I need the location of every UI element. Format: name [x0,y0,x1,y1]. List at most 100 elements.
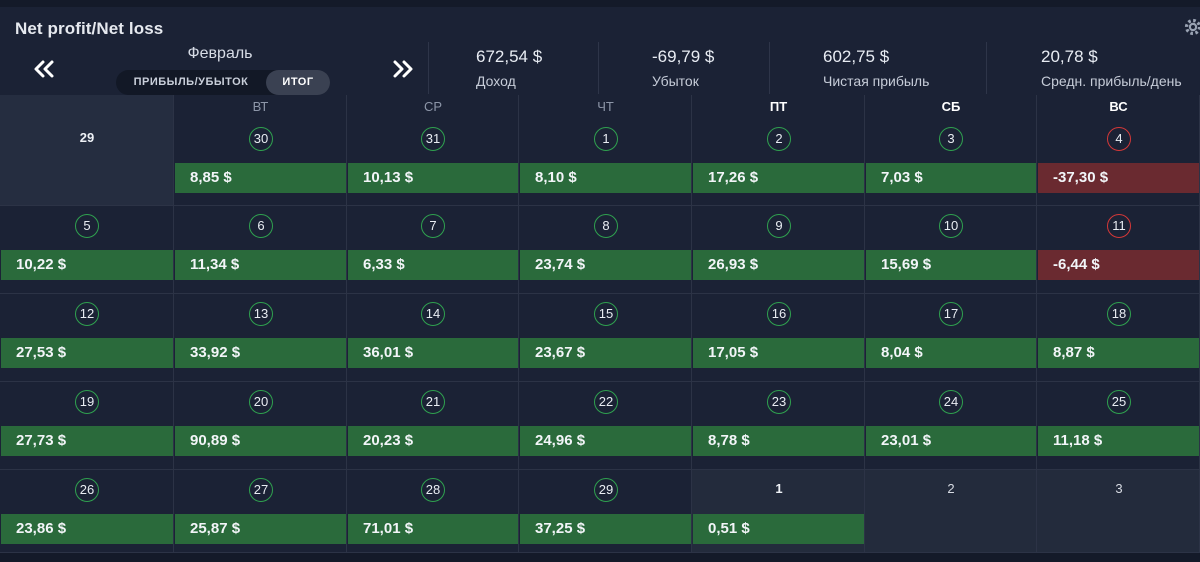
day-number: 9 [767,214,791,238]
day-cell[interactable]: 5 10,22 $ [0,206,174,294]
day-number: 1 [594,127,618,151]
day-cell[interactable]: 4 -37,30 $ [1037,95,1200,206]
day-cell[interactable]: 28 71,01 $ [347,470,519,553]
day-number: 29 [594,478,618,502]
day-amount: 11,18 $ [1038,426,1199,456]
gear-icon[interactable] [1183,17,1200,37]
day-number: 4 [1107,127,1131,151]
day-amount: 26,93 $ [693,250,864,280]
day-cell[interactable]: 10 15,69 $ [865,206,1037,294]
day-cell[interactable]: 7 6,33 $ [347,206,519,294]
day-amount: 10,22 $ [1,250,173,280]
day-cell[interactable]: 11 -6,44 $ [1037,206,1200,294]
stat-label: Доход [476,73,516,89]
day-cell[interactable]: 3 7,03 $ [865,95,1037,206]
prev-month-button[interactable] [27,52,61,86]
day-amount: 23,01 $ [866,426,1036,456]
divider [598,42,599,94]
day-amount: 7,03 $ [866,163,1036,193]
day-amount: 8,10 $ [520,163,691,193]
day-number: 15 [594,302,618,326]
day-amount: 8,78 $ [693,426,864,456]
day-cell[interactable]: 3 [1037,470,1200,553]
day-cell[interactable]: 23 8,78 $ [692,382,865,470]
weekday-header: СР [423,99,443,114]
day-number: 25 [1107,390,1131,414]
day-amount: 17,05 $ [693,338,864,368]
day-number: 24 [939,390,963,414]
day-cell[interactable]: 17 8,04 $ [865,294,1037,382]
day-cell[interactable]: 22 24,96 $ [519,382,692,470]
day-cell[interactable]: 12 27,53 $ [0,294,174,382]
stat-value: 602,75 $ [823,47,890,66]
day-cell[interactable]: 27 25,87 $ [174,470,347,553]
toggle-profit-loss[interactable]: ПРИБЫЛЬ/УБЫТОК [133,76,249,88]
weekday-header: ВС [1109,99,1128,114]
day-cell[interactable]: 14 36,01 $ [347,294,519,382]
day-number: 11 [1107,214,1131,238]
day-cell[interactable]: 15 23,67 $ [519,294,692,382]
double-chevron-left-icon [34,60,54,78]
day-cell[interactable]: 24 23,01 $ [865,382,1037,470]
day-number: 16 [767,302,791,326]
day-number: 27 [249,478,273,502]
stat-value: 20,78 $ [1041,47,1098,66]
day-number: 28 [421,478,445,502]
day-cell[interactable]: 30 8,85 $ [174,95,347,206]
day-amount: 71,01 $ [348,514,518,544]
day-cell[interactable]: 1 0,51 $ [692,470,865,553]
bottom-border [0,553,1200,562]
divider [769,42,770,94]
day-cell[interactable]: 8 23,74 $ [519,206,692,294]
weekday-header: СБ [941,99,961,114]
day-cell[interactable]: 6 11,34 $ [174,206,347,294]
day-amount: 20,23 $ [348,426,518,456]
day-cell[interactable]: 21 20,23 $ [347,382,519,470]
day-number: 29 [79,130,95,145]
day-cell[interactable]: 9 26,93 $ [692,206,865,294]
toggle-total[interactable]: ИТОГ [266,70,330,95]
day-number: 22 [594,390,618,414]
day-amount: 11,34 $ [175,250,346,280]
day-cell[interactable]: 29 37,25 $ [519,470,692,553]
day-cell[interactable]: 2 17,26 $ [692,95,865,206]
month-label: Февраль [187,45,253,62]
day-amount: 15,69 $ [866,250,1036,280]
day-number: 7 [421,214,445,238]
day-amount: -37,30 $ [1038,163,1199,193]
day-cell[interactable]: 31 10,13 $ [347,95,519,206]
day-amount: 37,25 $ [520,514,691,544]
day-number: 17 [939,302,963,326]
stat-value: -69,79 $ [652,47,715,66]
day-cell[interactable]: 1 8,10 $ [519,95,692,206]
day-cell[interactable]: 2 [865,470,1037,553]
day-number: 6 [249,214,273,238]
day-cell[interactable]: 19 27,73 $ [0,382,174,470]
day-number: 2 [947,481,955,496]
view-toggle: ПРИБЫЛЬ/УБЫТОК ИТОГ [116,70,330,95]
day-amount: 23,74 $ [520,250,691,280]
day-number: 30 [249,127,273,151]
day-cell[interactable]: 29 [0,95,174,206]
day-cell[interactable]: 18 8,87 $ [1037,294,1200,382]
stat-label: Чистая прибыль [823,73,930,89]
day-number: 19 [75,390,99,414]
day-number: 21 [421,390,445,414]
day-amount: 8,87 $ [1038,338,1199,368]
day-amount: 23,67 $ [520,338,691,368]
day-cell[interactable]: 13 33,92 $ [174,294,347,382]
weekday-header: ВТ [252,99,269,114]
day-amount: 27,53 $ [1,338,173,368]
next-month-button[interactable] [386,52,420,86]
day-cell[interactable]: 25 11,18 $ [1037,382,1200,470]
day-amount: 17,26 $ [693,163,864,193]
day-cell[interactable]: 26 23,86 $ [0,470,174,553]
day-amount: -6,44 $ [1038,250,1199,280]
day-amount: 0,51 $ [693,514,864,544]
day-amount: 10,13 $ [348,163,518,193]
day-cell[interactable]: 16 17,05 $ [692,294,865,382]
weekday-header: ПТ [769,99,788,114]
day-cell[interactable]: 20 90,89 $ [174,382,347,470]
day-number: 12 [75,302,99,326]
